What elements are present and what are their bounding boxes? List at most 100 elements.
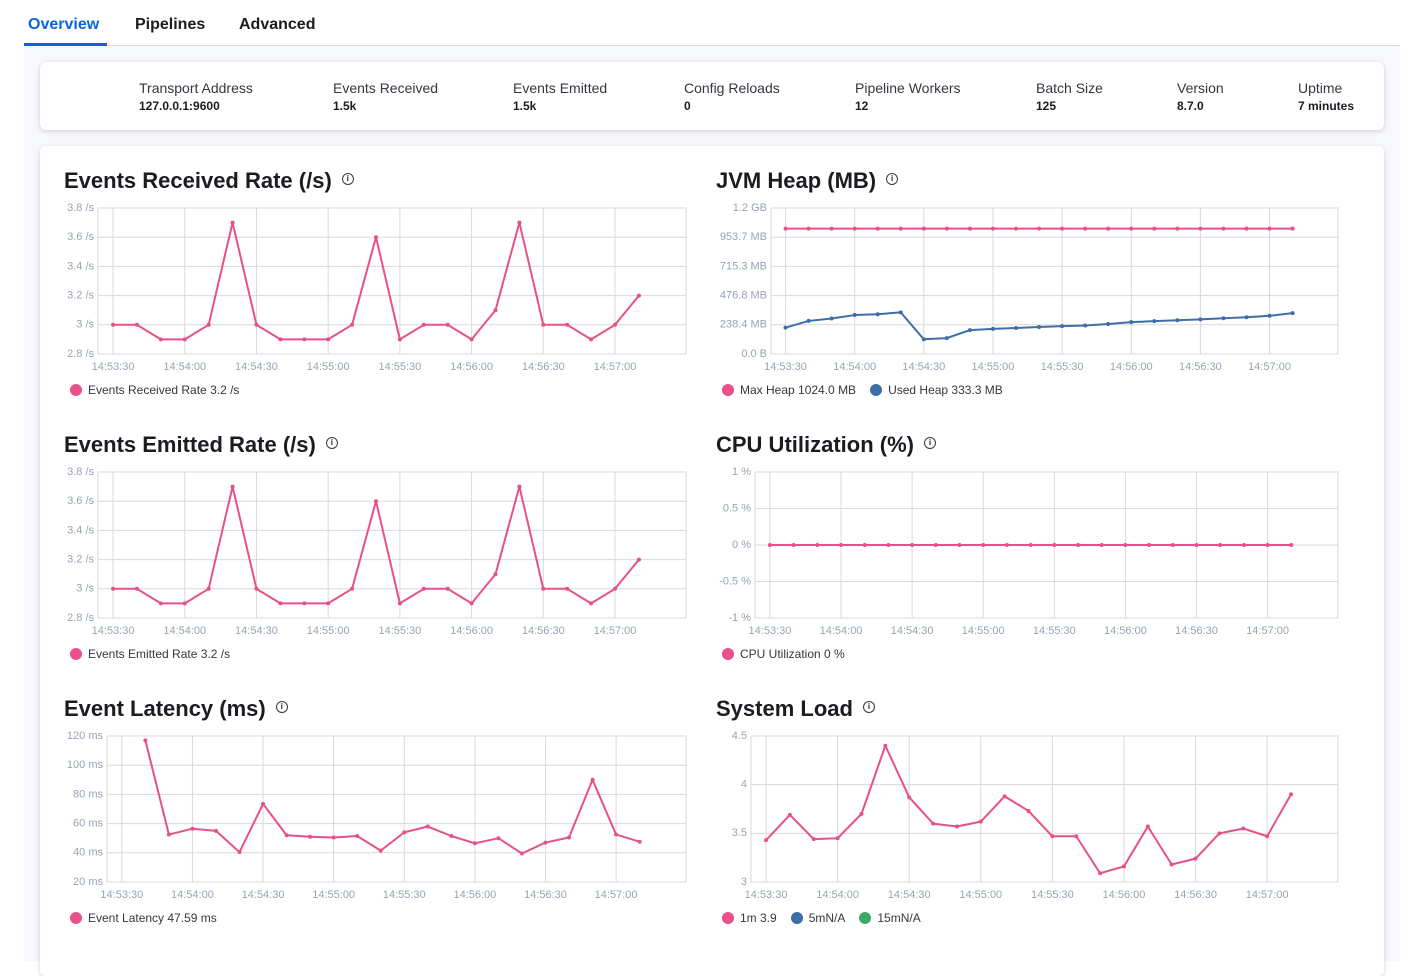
y-tick-label: 3.2 /s — [67, 290, 94, 302]
legend-item[interactable]: Used Heap 333.3 MB — [870, 383, 1003, 397]
data-point — [589, 601, 593, 605]
legend-item[interactable]: 15mN/A — [859, 911, 920, 925]
data-point — [278, 337, 282, 341]
data-point — [1198, 317, 1202, 321]
y-tick-label: 100 ms — [67, 759, 104, 771]
data-point — [812, 837, 816, 841]
data-point — [231, 485, 235, 489]
y-tick-label: 3.4 /s — [67, 260, 94, 272]
data-point — [183, 337, 187, 341]
y-tick-label: 476.8 MB — [720, 290, 767, 302]
x-tick-label: 14:53:30 — [749, 625, 792, 637]
data-point — [1037, 325, 1041, 329]
x-tick-label: 14:55:30 — [383, 889, 426, 901]
data-point — [1289, 792, 1293, 796]
x-tick-label: 14:55:30 — [1033, 625, 1076, 637]
y-tick-label: 953.7 MB — [720, 231, 767, 243]
info-icon[interactable]: i — [924, 437, 936, 449]
chart-legend: Events Emitted Rate 3.2 /s — [70, 647, 230, 661]
info-icon[interactable]: i — [326, 437, 338, 449]
data-point — [876, 312, 880, 316]
legend-item[interactable]: Events Received Rate 3.2 /s — [70, 383, 239, 397]
event-latency-title: Event Latency (ms)i — [64, 696, 288, 722]
legend-item[interactable]: Events Emitted Rate 3.2 /s — [70, 647, 230, 661]
y-tick-label: 2.8 /s — [67, 612, 94, 624]
legend-item[interactable]: Event Latency 47.59 ms — [70, 911, 217, 925]
chart-title-text: Events Emitted Rate (/s) — [64, 432, 316, 457]
data-point — [374, 235, 378, 239]
x-tick-label: 14:56:00 — [1104, 625, 1147, 637]
chart-legend: Events Received Rate 3.2 /s — [70, 383, 239, 397]
legend-dot-icon — [70, 912, 82, 924]
data-point — [1014, 326, 1018, 330]
x-tick-label: 14:54:00 — [163, 625, 206, 637]
data-point — [638, 840, 642, 844]
legend-item[interactable]: CPU Utilization 0 % — [722, 647, 845, 661]
legend-item[interactable]: 5mN/A — [791, 911, 846, 925]
data-point — [422, 587, 426, 591]
data-point — [1123, 543, 1127, 547]
data-point — [159, 601, 163, 605]
data-point — [979, 820, 983, 824]
data-point — [1050, 834, 1054, 838]
stat-value: 7 minutes — [1298, 99, 1354, 113]
data-point — [167, 833, 171, 837]
data-point — [308, 835, 312, 839]
data-point — [1244, 227, 1248, 231]
data-point — [355, 834, 359, 838]
data-point — [159, 337, 163, 341]
x-tick-label: 14:55:30 — [378, 361, 421, 373]
y-tick-label: 3.8 /s — [67, 466, 94, 478]
legend-dot-icon — [791, 912, 803, 924]
y-tick-label: 0.5 % — [723, 502, 751, 514]
data-point — [853, 227, 857, 231]
legend-label: 1m 3.9 — [740, 911, 777, 925]
x-tick-label: 14:54:00 — [816, 889, 859, 901]
data-point — [1195, 543, 1199, 547]
chart-legend: CPU Utilization 0 % — [722, 647, 845, 661]
data-point — [111, 587, 115, 591]
x-tick-label: 14:54:30 — [242, 889, 285, 901]
y-tick-label: 0.0 B — [741, 348, 767, 360]
data-point — [1289, 543, 1293, 547]
data-point — [1198, 227, 1202, 231]
data-point — [565, 323, 569, 327]
stat-events-emitted: Events Emitted1.5k — [513, 80, 607, 113]
legend-label: 15mN/A — [877, 911, 920, 925]
data-point — [589, 337, 593, 341]
data-point — [839, 543, 843, 547]
data-point — [1146, 825, 1150, 829]
info-icon[interactable]: i — [863, 701, 875, 713]
data-point — [613, 587, 617, 591]
x-tick-label: 14:56:00 — [1110, 361, 1153, 373]
legend-dot-icon — [70, 384, 82, 396]
x-tick-label: 14:57:00 — [1246, 889, 1289, 901]
legend-label: 5mN/A — [809, 911, 846, 925]
info-icon[interactable]: i — [276, 701, 288, 713]
x-tick-label: 14:54:30 — [888, 889, 931, 901]
legend-item[interactable]: 1m 3.9 — [722, 911, 777, 925]
chart-legend: 1m 3.9 5mN/A 15mN/A — [722, 911, 921, 925]
data-point — [543, 841, 547, 845]
info-icon[interactable]: i — [886, 173, 898, 185]
data-point — [958, 543, 962, 547]
data-point — [350, 323, 354, 327]
x-tick-label: 14:56:00 — [450, 361, 493, 373]
legend-item[interactable]: Max Heap 1024.0 MB — [722, 383, 856, 397]
info-icon[interactable]: i — [342, 173, 354, 185]
data-point — [1291, 227, 1295, 231]
data-point — [613, 323, 617, 327]
data-point — [968, 227, 972, 231]
stat-value: 127.0.0.1:9600 — [139, 99, 253, 113]
stat-uptime: Uptime7 minutes — [1298, 80, 1354, 113]
data-point — [934, 543, 938, 547]
x-tick-label: 14:55:00 — [962, 625, 1005, 637]
tab-bar: Overview Pipelines Advanced — [24, 0, 1400, 46]
x-tick-label: 14:55:00 — [307, 361, 350, 373]
tab-overview[interactable]: Overview — [28, 16, 99, 34]
stat-version: Version8.7.0 — [1177, 80, 1224, 113]
tab-pipelines[interactable]: Pipelines — [135, 16, 205, 34]
data-point — [883, 744, 887, 748]
tab-advanced[interactable]: Advanced — [239, 16, 315, 34]
data-point — [899, 310, 903, 314]
